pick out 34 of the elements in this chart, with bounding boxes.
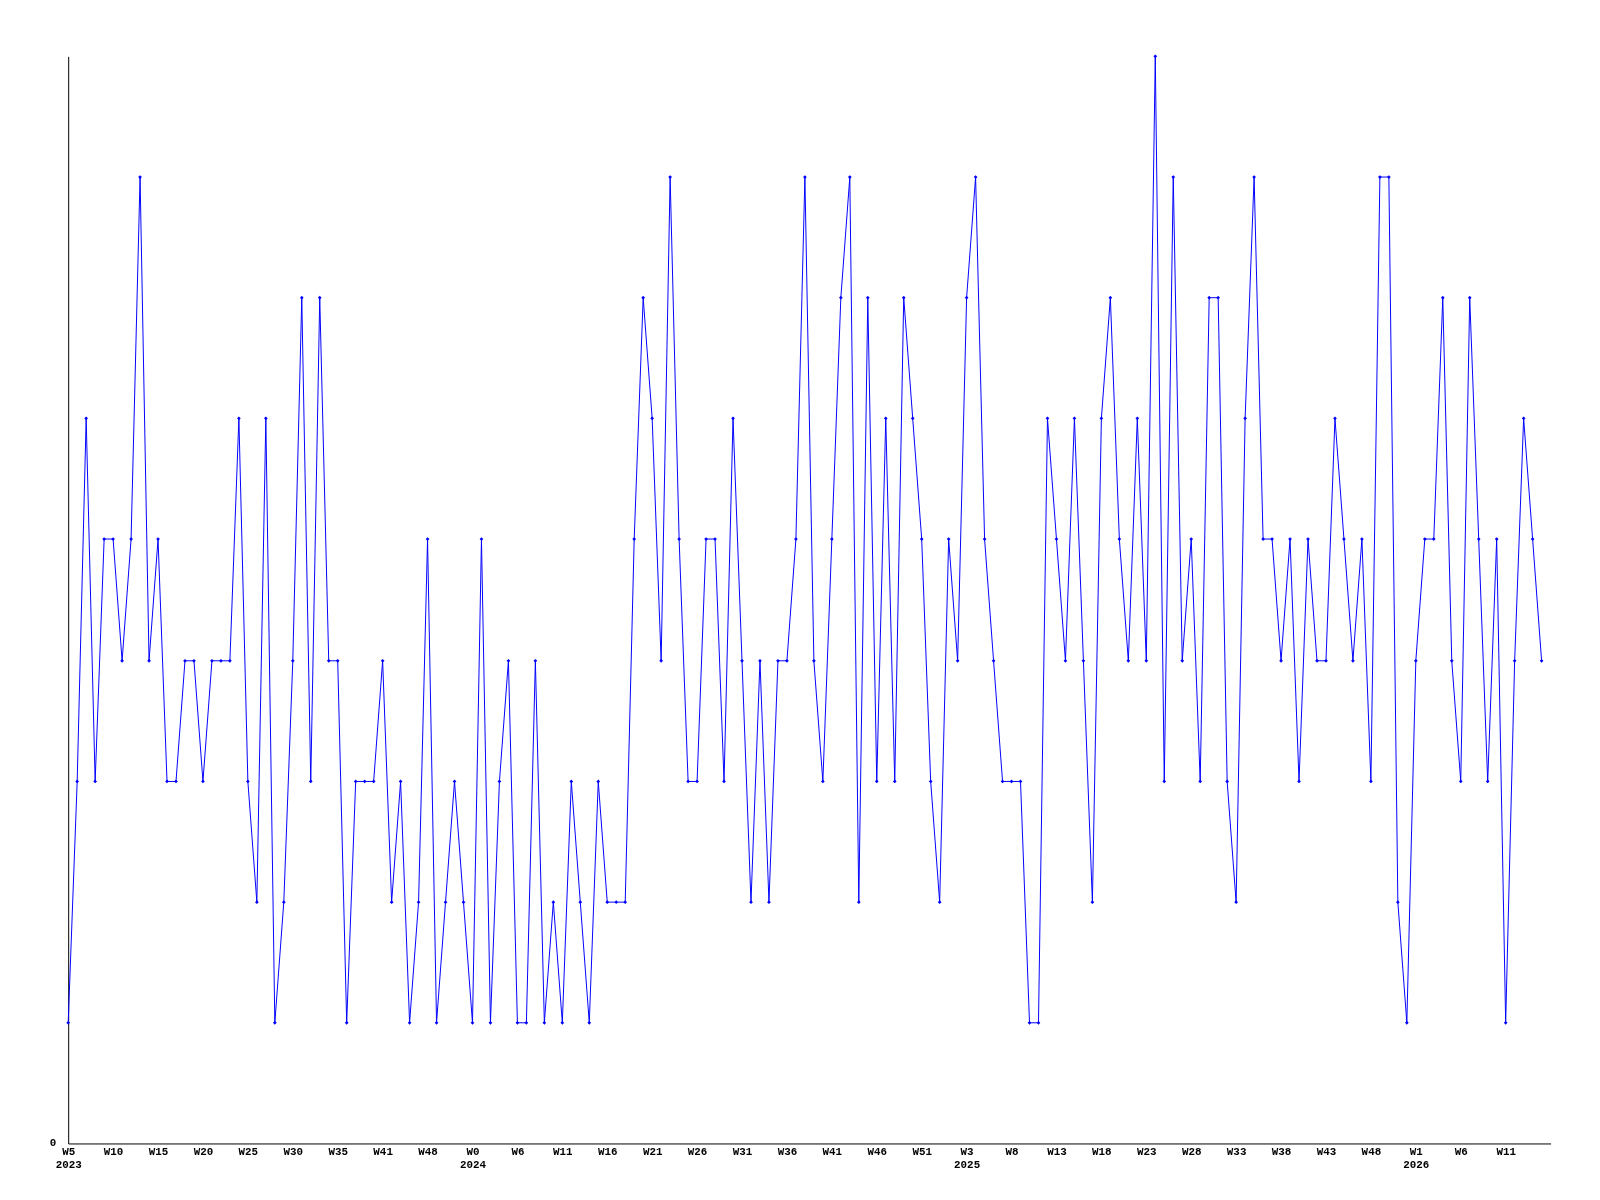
- x-tick-label: W6: [1454, 1145, 1468, 1158]
- x-tick-label: W26: [687, 1145, 708, 1158]
- x-tick-label: W23: [1137, 1145, 1157, 1158]
- x-tick-label: W13: [1047, 1145, 1067, 1158]
- x-tick-label: W48: [418, 1145, 438, 1158]
- x-tick-label: W11: [1496, 1145, 1517, 1158]
- x-tick-label: W0 2024: [459, 1145, 487, 1171]
- x-tick-label: W10: [103, 1145, 124, 1158]
- x-tick-label: W5 2023: [55, 1145, 82, 1171]
- x-tick-label: W41: [822, 1145, 843, 1158]
- x-tick-label: W18: [1092, 1145, 1112, 1158]
- x-tick-label: W28: [1181, 1145, 1202, 1158]
- x-tick-label: W43: [1316, 1145, 1337, 1158]
- x-tick-label: W30: [283, 1145, 304, 1158]
- x-tick-label: W46: [867, 1145, 888, 1158]
- x-tick-label: W33: [1226, 1145, 1247, 1158]
- x-tick-label: W15: [148, 1145, 169, 1158]
- x-tick-label: W1 2026: [1403, 1145, 1430, 1171]
- x-tick-label: W11: [553, 1145, 574, 1158]
- x-tick-label: W6: [511, 1145, 525, 1158]
- x-tick-label: W48: [1361, 1145, 1382, 1158]
- x-tick-label: W25: [238, 1145, 259, 1158]
- x-tick-label: W16: [597, 1145, 618, 1158]
- x-tick-label: W21: [642, 1145, 663, 1158]
- x-tick-label: W51: [912, 1145, 933, 1158]
- x-tick-label: W31: [732, 1145, 753, 1158]
- x-tick-label: W20: [193, 1145, 214, 1158]
- x-tick-label: W35: [328, 1145, 348, 1158]
- text: 0: [49, 1137, 57, 1150]
- x-tick-label: W38: [1271, 1145, 1292, 1158]
- x-tick-label: W3 2025: [954, 1145, 981, 1171]
- x-tick-label: W36: [777, 1145, 798, 1158]
- x-tick-label: W41: [373, 1145, 394, 1158]
- x-tick-label: W8: [1005, 1145, 1019, 1158]
